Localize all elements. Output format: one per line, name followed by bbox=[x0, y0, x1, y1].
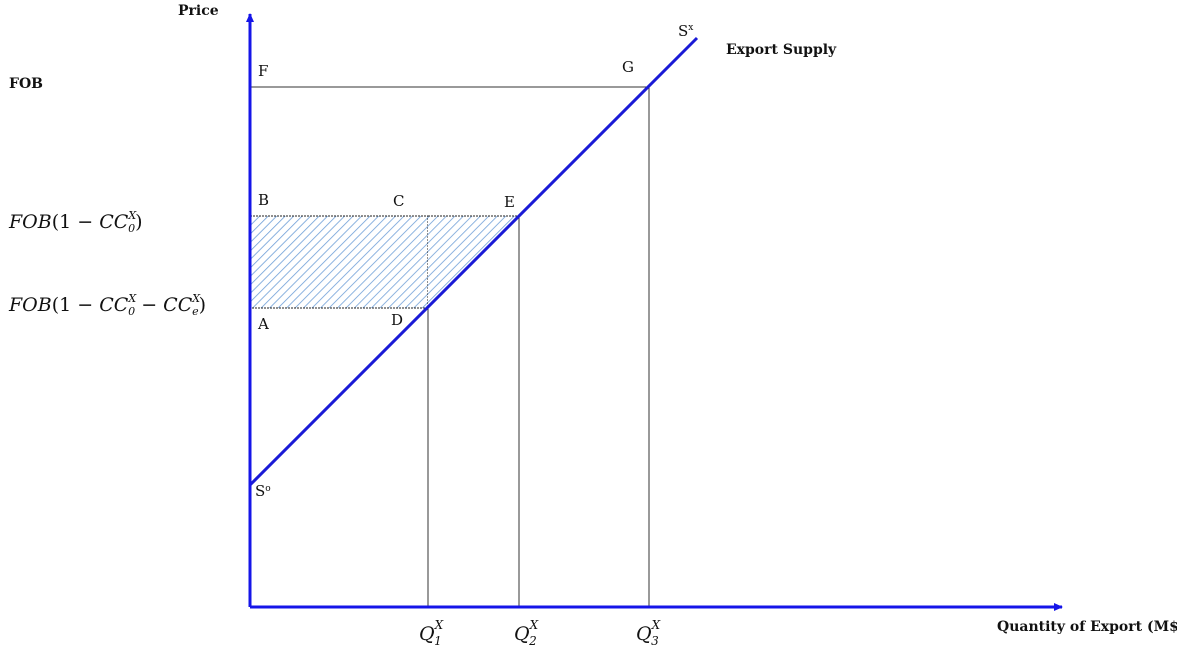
price-label-p1: FOB(1 − CCX 0) bbox=[8, 209, 143, 235]
quantity-label-q2: QX 2 bbox=[514, 618, 539, 648]
quantity-label-q3: QX 3 bbox=[636, 618, 661, 648]
point-label-e: E bbox=[504, 193, 515, 211]
curve-bottom-label: So bbox=[255, 482, 271, 500]
point-label-a: A bbox=[257, 315, 269, 333]
curve-name-label: Export Supply bbox=[726, 42, 837, 58]
point-label-f: F bbox=[258, 62, 268, 80]
shaded-rectangle-abcd bbox=[249, 215, 429, 309]
x-axis-label: Quantity of Export (M$) bbox=[997, 619, 1177, 635]
point-label-b: B bbox=[258, 191, 269, 209]
price-label-fob: FOB bbox=[9, 76, 43, 92]
price-label-p2: FOB(1 − CCX 0 − CCX e) bbox=[8, 292, 206, 318]
point-label-g: G bbox=[622, 58, 634, 76]
curve-top-label: Sx bbox=[678, 22, 693, 40]
point-label-c: C bbox=[393, 192, 404, 210]
export-supply-curve bbox=[248, 36, 699, 487]
quantity-label-q1: QX 1 bbox=[419, 618, 444, 648]
point-label-d: D bbox=[391, 311, 403, 329]
y-axis-label: Price bbox=[178, 3, 219, 19]
